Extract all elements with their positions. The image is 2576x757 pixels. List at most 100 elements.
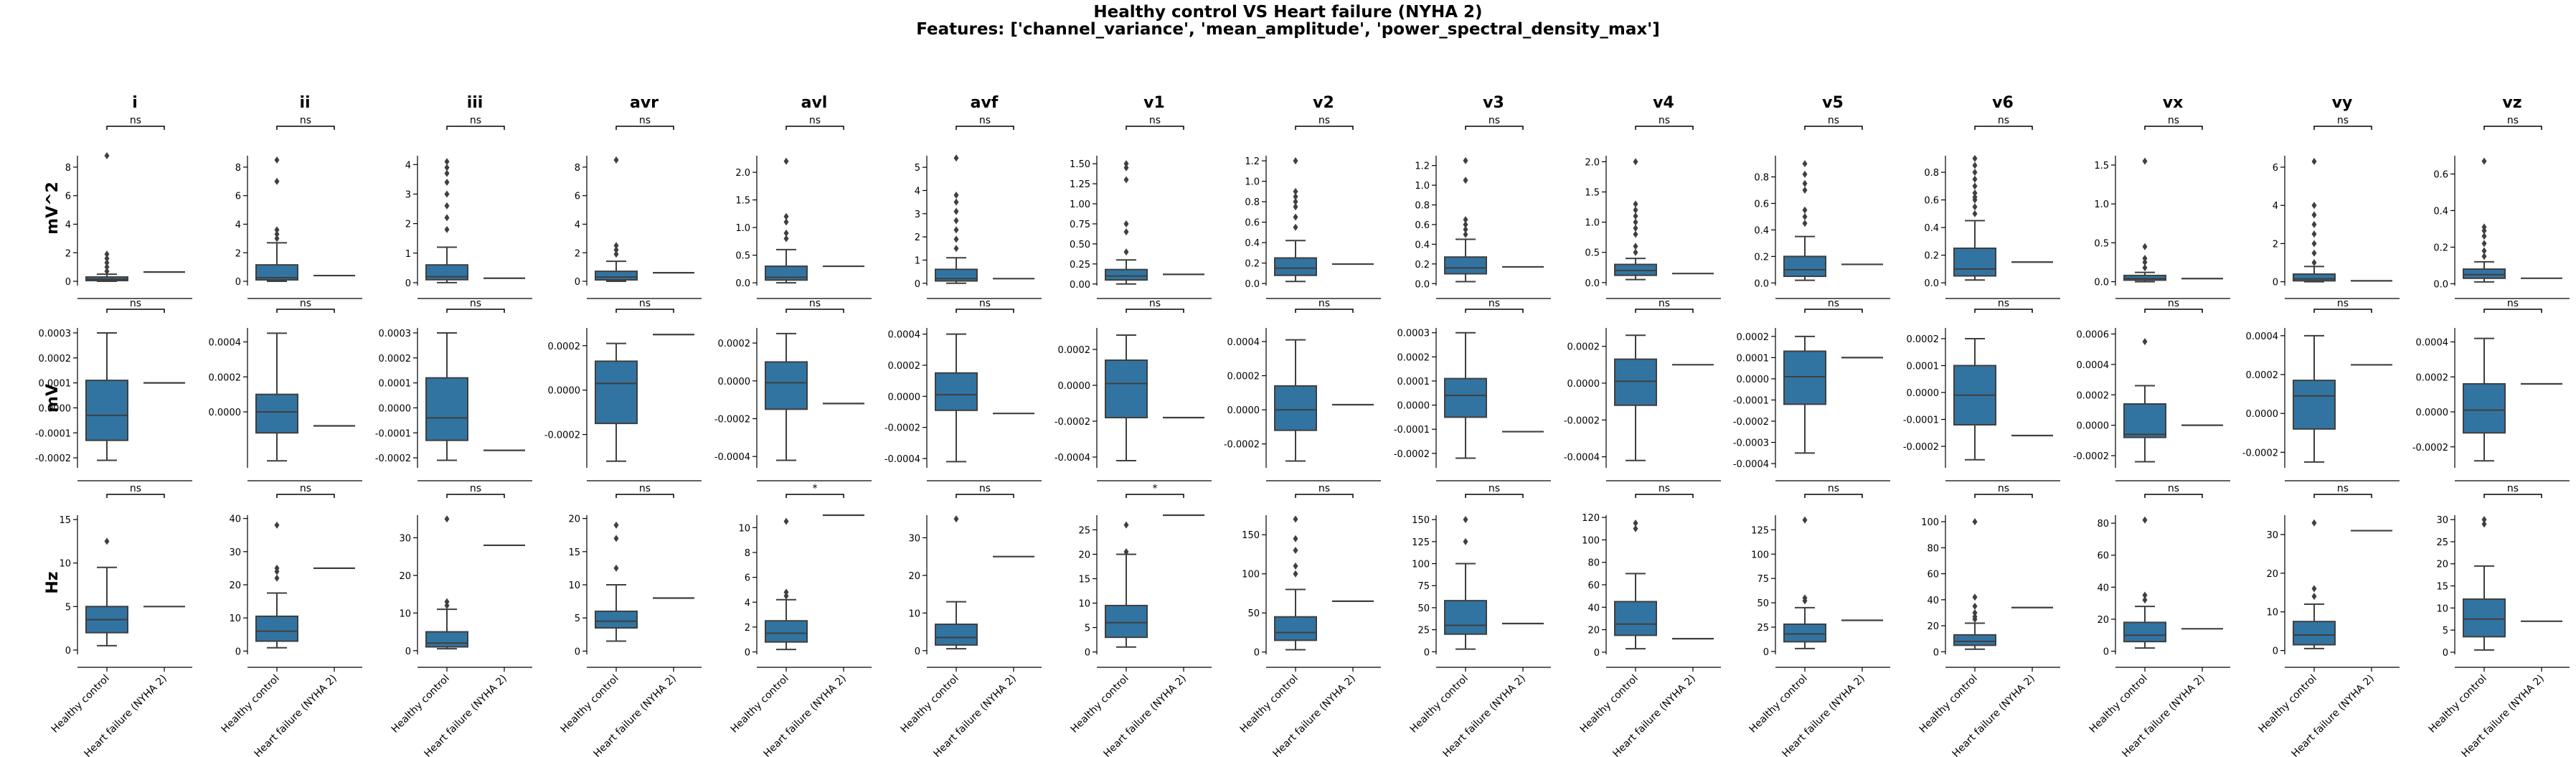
significance-label: ns	[2507, 483, 2519, 494]
y-tick-label: 60	[2097, 551, 2109, 562]
y-tick-label: 0	[745, 648, 750, 659]
y-tick-label: 0.0002	[718, 339, 751, 349]
outlier-point	[2311, 230, 2317, 238]
significance-label: ns	[1998, 298, 2009, 309]
y-tick-label: 0.0002	[2246, 370, 2279, 381]
y-tick-label: 100	[1751, 550, 1769, 560]
significance-bracket	[1804, 126, 1863, 130]
outlier-point	[613, 156, 619, 164]
y-tick-label: 1.0	[2094, 199, 2109, 210]
subplot-i-channel_variance: 0 2 4 6 8 ns	[65, 115, 192, 299]
y-tick-label: 0.0	[735, 278, 750, 289]
y-tick-label: 0.0000	[1907, 388, 1940, 399]
box-healthy	[1953, 248, 1996, 277]
y-tick-label: 6	[235, 192, 241, 202]
significance-label: ns	[470, 483, 481, 494]
outlier-point	[1633, 248, 1638, 256]
y-tick-label: 30	[399, 533, 411, 544]
outlier-point	[444, 190, 450, 198]
y-tick-label: 0.0004	[2077, 360, 2110, 371]
box-healthy	[1105, 359, 1148, 418]
x-tick-label: Healthy control	[899, 673, 961, 735]
y-tick-label: 0.0002	[2416, 372, 2449, 383]
outlier-point	[2311, 519, 2317, 527]
y-tick-label: 5	[915, 163, 920, 174]
outlier-point	[1463, 156, 1468, 164]
significance-label: ns	[639, 483, 651, 494]
y-tick-label: -0.0004	[1564, 453, 1600, 464]
y-tick-label: 0	[1594, 648, 1600, 659]
y-tick-label: 30	[229, 547, 241, 558]
outlier-point	[2142, 596, 2148, 604]
y-tick-label: 30	[2436, 515, 2448, 526]
box-healthy	[2293, 380, 2336, 430]
y-tick-label: -0.0002	[714, 414, 750, 425]
lead-title: avf	[971, 94, 999, 112]
outlier-point	[1802, 179, 1808, 187]
y-tick-label: 0.0001	[1737, 353, 1770, 364]
box-healthy	[2123, 274, 2166, 281]
x-tick-label: Healthy control	[2087, 673, 2150, 735]
y-tick-label: 0.0000	[2246, 409, 2279, 420]
outlier-point	[953, 515, 959, 523]
outlier-point	[1633, 158, 1638, 166]
y-tick-label: 0.2	[1415, 260, 1430, 271]
y-tick-label: 40	[1927, 596, 1939, 606]
significance-bracket	[1465, 494, 1524, 498]
y-tick-label: 0.0002	[379, 354, 412, 365]
y-tick-label: 0.0002	[1737, 332, 1770, 343]
y-tick-label: 10	[2266, 608, 2278, 619]
outlier-point	[104, 250, 110, 258]
y-tick-label: 1.2	[1245, 156, 1260, 167]
outlier-point	[2481, 227, 2487, 235]
outlier-point	[1972, 193, 1978, 201]
box-healthy	[1783, 623, 1826, 643]
significance-bracket	[956, 494, 1014, 498]
box-healthy	[255, 264, 298, 281]
y-tick-label: -0.0002	[1224, 440, 1260, 451]
outlier-point	[444, 225, 450, 233]
significance-label: ns	[470, 298, 481, 309]
y-tick-label: 60	[1927, 570, 1939, 580]
y-tick-label: -0.0002	[1055, 417, 1090, 428]
significance-label: ns	[1318, 483, 1330, 494]
y-tick-label: 20	[1078, 550, 1090, 560]
figure-title: Healthy control VS Heart failure (NYHA 2…	[1093, 3, 1483, 22]
outlier-point	[1463, 225, 1468, 233]
y-tick-label: 0.0001	[1907, 362, 1940, 372]
significance-label: ns	[809, 115, 821, 126]
y-tick-label: 0.0	[1585, 278, 1600, 289]
lead-title: avl	[801, 94, 828, 112]
significance-label: ns	[1488, 483, 1500, 494]
outlier-point	[1972, 613, 1978, 621]
outlier-point	[1802, 516, 1808, 524]
significance-label: ns	[1659, 115, 1670, 126]
y-tick-label: 0.0000	[1397, 401, 1430, 412]
lead-title: iii	[467, 94, 483, 112]
significance-bracket	[2483, 309, 2542, 313]
y-tick-label: 0.0000	[1567, 379, 1600, 390]
significance-label: ns	[979, 483, 991, 494]
y-tick-label: 4	[745, 598, 750, 608]
y-tick-label: -0.0002	[1903, 442, 1939, 453]
y-tick-label: 1.0	[1415, 181, 1430, 192]
y-tick-label: 0.5	[735, 251, 750, 262]
significance-label: ns	[130, 483, 141, 494]
y-tick-label: 0.0002	[2077, 390, 2110, 401]
y-tick-label: 20	[1587, 626, 1600, 636]
significance-label: ns	[1488, 298, 1500, 309]
outlier-point	[613, 535, 619, 542]
y-tick-label: 1	[405, 249, 411, 260]
y-tick-label: 0.0002	[1397, 352, 1430, 363]
y-tick-label: 0.2	[2433, 243, 2448, 253]
y-tick-label: 0.2	[1754, 252, 1769, 263]
outlier-point	[1633, 519, 1638, 527]
lead-title: vy	[2332, 94, 2353, 112]
significance-bracket	[615, 126, 674, 130]
significance-bracket	[1974, 494, 2033, 498]
